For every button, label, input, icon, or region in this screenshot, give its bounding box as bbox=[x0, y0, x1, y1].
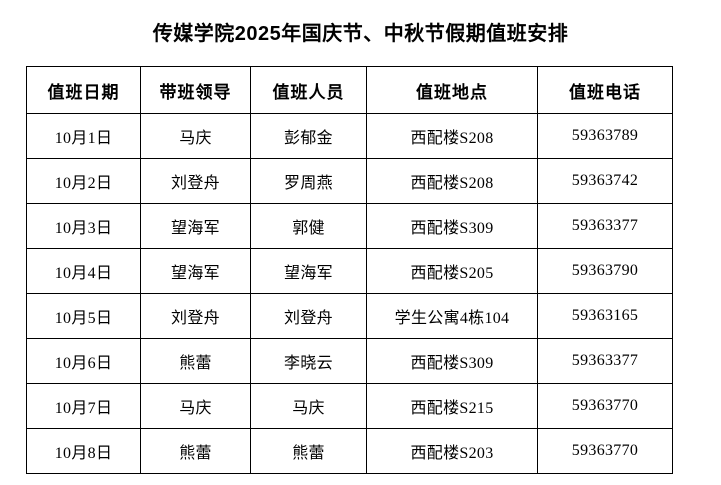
table-row: 10月6日 熊蕾 李晓云 西配楼S309 59363377 bbox=[26, 338, 673, 384]
column-header-duty-staff: 值班人员 bbox=[250, 66, 367, 114]
column-header-duty-date: 值班日期 bbox=[26, 66, 141, 114]
cell-place: 西配楼S215 bbox=[366, 383, 538, 429]
cell-staff: 刘登舟 bbox=[250, 293, 367, 339]
table-row: 10月5日 刘登舟 刘登舟 学生公寓4栋104 59363165 bbox=[26, 293, 673, 339]
cell-leader: 熊蕾 bbox=[140, 338, 251, 384]
cell-staff: 马庆 bbox=[250, 383, 367, 429]
cell-phone: 59363165 bbox=[537, 293, 673, 339]
cell-place: 学生公寓4栋104 bbox=[366, 293, 538, 339]
cell-place: 西配楼S203 bbox=[366, 428, 538, 474]
cell-leader: 刘登舟 bbox=[140, 158, 251, 204]
table-header: 值班日期 带班领导 值班人员 值班地点 值班电话 bbox=[26, 66, 673, 114]
table-row: 10月3日 望海军 郭健 西配楼S309 59363377 bbox=[26, 203, 673, 249]
table-row: 10月2日 刘登舟 罗周燕 西配楼S208 59363742 bbox=[26, 158, 673, 204]
cell-place: 西配楼S205 bbox=[366, 248, 538, 294]
cell-date: 10月4日 bbox=[26, 248, 141, 294]
duty-schedule-table: 值班日期 带班领导 值班人员 值班地点 值班电话 10月1日 马庆 彭郁金 西配楼S2… bbox=[26, 66, 673, 474]
cell-leader: 熊蕾 bbox=[140, 428, 251, 474]
duty-table-container: 值班日期 带班领导 值班人员 值班地点 值班电话 10月1日 马庆 彭郁金 西配楼S2… bbox=[26, 66, 673, 474]
cell-leader: 刘登舟 bbox=[140, 293, 251, 339]
cell-place: 西配楼S208 bbox=[366, 113, 538, 159]
table-row: 10月4日 望海军 望海军 西配楼S205 59363790 bbox=[26, 248, 673, 294]
cell-date: 10月5日 bbox=[26, 293, 141, 339]
cell-place: 西配楼S309 bbox=[366, 338, 538, 384]
cell-place: 西配楼S208 bbox=[366, 158, 538, 204]
cell-staff: 郭健 bbox=[250, 203, 367, 249]
cell-phone: 59363377 bbox=[537, 338, 673, 384]
cell-phone: 59363742 bbox=[537, 158, 673, 204]
cell-date: 10月1日 bbox=[26, 113, 141, 159]
cell-phone: 59363790 bbox=[537, 248, 673, 294]
table-row: 10月8日 熊蕾 熊蕾 西配楼S203 59363770 bbox=[26, 428, 673, 474]
cell-leader: 望海军 bbox=[140, 248, 251, 294]
cell-place: 西配楼S309 bbox=[366, 203, 538, 249]
cell-staff: 罗周燕 bbox=[250, 158, 367, 204]
cell-leader: 马庆 bbox=[140, 383, 251, 429]
cell-phone: 59363770 bbox=[537, 428, 673, 474]
cell-date: 10月7日 bbox=[26, 383, 141, 429]
table-row: 10月1日 马庆 彭郁金 西配楼S208 59363789 bbox=[26, 113, 673, 159]
cell-staff: 李晓云 bbox=[250, 338, 367, 384]
column-header-duty-location: 值班地点 bbox=[366, 66, 538, 114]
cell-phone: 59363770 bbox=[537, 383, 673, 429]
cell-staff: 彭郁金 bbox=[250, 113, 367, 159]
column-header-duty-leader: 带班领导 bbox=[140, 66, 251, 114]
cell-leader: 马庆 bbox=[140, 113, 251, 159]
column-header-duty-phone: 值班电话 bbox=[537, 66, 673, 114]
cell-date: 10月2日 bbox=[26, 158, 141, 204]
cell-staff: 望海军 bbox=[250, 248, 367, 294]
page-title: 传媒学院2025年国庆节、中秋节假期值班安排 bbox=[152, 23, 569, 45]
cell-date: 10月6日 bbox=[26, 338, 141, 384]
cell-staff: 熊蕾 bbox=[250, 428, 367, 474]
cell-date: 10月8日 bbox=[26, 428, 141, 474]
cell-date: 10月3日 bbox=[26, 203, 141, 249]
table-body: 10月1日 马庆 彭郁金 西配楼S208 59363789 10月2日 刘登舟 罗周燕 西配楼S… bbox=[26, 113, 673, 474]
cell-phone: 59363789 bbox=[537, 113, 673, 159]
table-header-row: 值班日期 带班领导 值班人员 值班地点 值班电话 bbox=[26, 66, 673, 114]
table-row: 10月7日 马庆 马庆 西配楼S215 59363770 bbox=[26, 383, 673, 429]
cell-phone: 59363377 bbox=[537, 203, 673, 249]
cell-leader: 望海军 bbox=[140, 203, 251, 249]
